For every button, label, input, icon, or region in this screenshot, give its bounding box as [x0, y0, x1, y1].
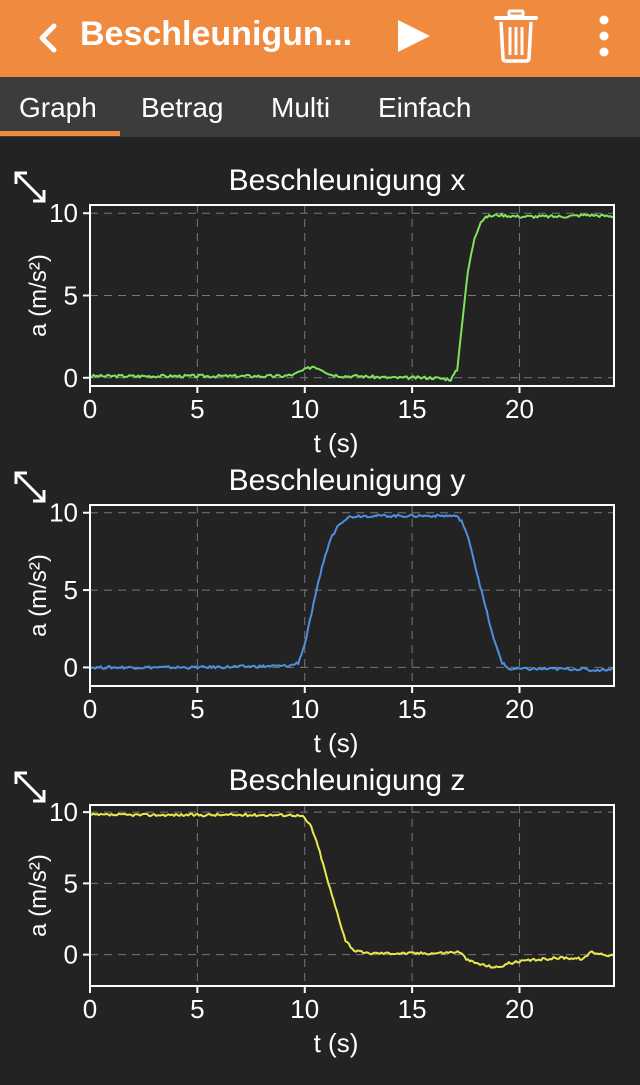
expand-icon-arrow-end — [33, 790, 46, 803]
x-axis-label: t (s) — [314, 1028, 359, 1058]
app-bar: Beschleunigun... — [0, 0, 640, 77]
tab-graph[interactable]: Graph — [19, 92, 97, 123]
expand-icon-arrow-start — [14, 771, 27, 784]
more-vert-icon[interactable] — [590, 8, 618, 64]
x-tick-label: 5 — [190, 694, 204, 724]
chart-beschleunigung-y: Beschleunigung y 0 5 10 15 20 0 5 10 t (s) a (m/s²… — [14, 464, 615, 758]
chart-title: Beschleunigung y — [229, 464, 466, 497]
x-tick-label: 5 — [190, 394, 204, 424]
tab-einfach[interactable]: Einfach — [378, 92, 472, 123]
expand-icon-arrow-end — [33, 490, 46, 503]
data-series-line — [89, 212, 615, 382]
play-icon[interactable] — [392, 8, 436, 64]
expand-icon-line — [14, 471, 46, 503]
data-series-line — [89, 513, 615, 673]
expand-icon-arrow-end — [33, 190, 46, 203]
tab-bar: Graph Betrag Multi Einfach — [0, 77, 640, 137]
y-tick-label: 10 — [49, 797, 78, 827]
chart-beschleunigung-z: Beschleunigung z 0 5 10 15 20 0 5 10 t (s) a (m/s²… — [14, 764, 615, 1058]
y-axis-label: a (m/s²) — [25, 554, 52, 637]
x-tick-label: 20 — [505, 694, 534, 724]
expand-icon-arrow-start — [14, 471, 27, 484]
y-tick-label: 5 — [64, 868, 78, 898]
y-tick-label: 5 — [64, 281, 78, 311]
y-axis-label: a (m/s²) — [25, 854, 52, 937]
expand-icon-arrow-start — [14, 171, 27, 184]
x-tick-label: 10 — [290, 694, 319, 724]
tab-multi[interactable]: Multi — [271, 92, 331, 123]
x-tick-label: 15 — [398, 994, 427, 1024]
x-tick-label: 0 — [83, 994, 97, 1024]
x-tick-label: 15 — [398, 394, 427, 424]
x-tick-label: 5 — [190, 994, 204, 1024]
expand-icon[interactable] — [14, 471, 46, 503]
page-title: Beschleunigun... — [80, 15, 353, 53]
expand-icon[interactable] — [14, 771, 46, 803]
y-tick-label: 5 — [64, 575, 78, 605]
y-tick-label: 0 — [64, 652, 78, 682]
chart-title: Beschleunigung z — [229, 764, 466, 797]
x-tick-label: 20 — [505, 394, 534, 424]
x-tick-label: 0 — [83, 394, 97, 424]
back-chevron-icon[interactable] — [30, 18, 70, 58]
x-axis-label: t (s) — [314, 728, 359, 758]
y-tick-label: 10 — [49, 498, 78, 528]
data-series-line — [89, 812, 615, 969]
chart-title: Beschleunigung x — [229, 164, 466, 197]
expand-icon-line — [14, 171, 46, 203]
plot-frame — [89, 804, 615, 987]
y-tick-label: 0 — [64, 940, 78, 970]
x-tick-label: 20 — [505, 994, 534, 1024]
plot-frame — [89, 504, 615, 687]
y-tick-label: 0 — [64, 363, 78, 393]
x-tick-label: 0 — [83, 694, 97, 724]
x-axis-label: t (s) — [314, 428, 359, 458]
active-tab-indicator — [0, 131, 120, 136]
y-axis-label: a (m/s²) — [25, 254, 52, 337]
y-tick-label: 10 — [49, 198, 78, 228]
expand-icon-line — [14, 771, 46, 803]
x-tick-label: 15 — [398, 694, 427, 724]
x-tick-label: 10 — [290, 394, 319, 424]
chart-beschleunigung-x: Beschleunigung x 0 5 10 15 20 0 5 10 t (s) a (m/s²… — [14, 164, 615, 458]
trash-icon[interactable] — [492, 8, 540, 64]
expand-icon[interactable] — [14, 171, 46, 203]
tab-betrag[interactable]: Betrag — [141, 92, 224, 123]
plot-frame — [89, 204, 615, 387]
x-tick-label: 10 — [290, 994, 319, 1024]
